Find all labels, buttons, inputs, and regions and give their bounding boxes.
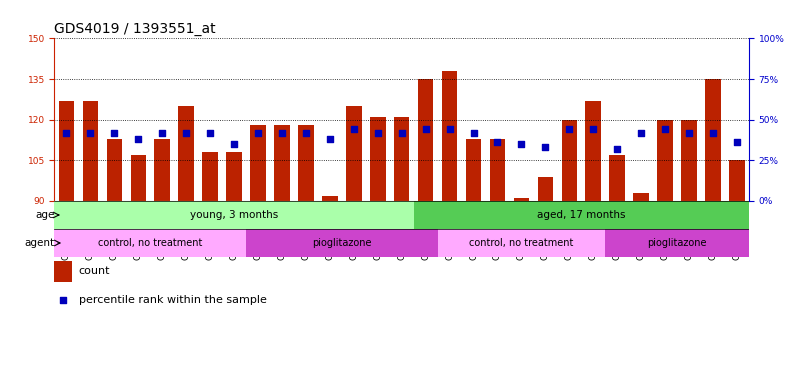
Bar [586,101,601,201]
Point [300,130,312,136]
Bar [606,229,749,257]
Bar [203,152,218,201]
Text: control, no treatment: control, no treatment [469,238,574,248]
Point [57,297,70,303]
Point [634,130,647,136]
Bar [155,139,170,201]
Bar [54,229,246,257]
Point [515,141,528,147]
Text: control, no treatment: control, no treatment [98,238,203,248]
Bar [322,195,338,201]
Text: agent: agent [24,238,54,248]
Bar [298,125,314,201]
Point [706,130,719,136]
Bar [489,139,505,201]
Point [179,130,192,136]
Point [108,130,121,136]
Point [539,144,552,151]
Bar [54,201,413,229]
Bar [274,125,290,201]
Bar [729,161,745,201]
Point [611,146,624,152]
Point [372,130,384,136]
Bar [250,125,266,201]
Bar [370,117,385,201]
Text: percentile rank within the sample: percentile rank within the sample [78,295,267,305]
Bar [442,71,457,201]
Point [227,141,240,147]
Bar [437,229,606,257]
Point [348,126,360,132]
Point [563,126,576,132]
Bar [131,155,146,201]
Bar [413,201,749,229]
Point [491,139,504,146]
Point [443,126,456,132]
Point [132,136,145,142]
Point [396,130,409,136]
Bar [58,101,74,201]
Bar [246,229,437,257]
Text: GDS4019 / 1393551_at: GDS4019 / 1393551_at [54,22,216,36]
Point [467,130,480,136]
Point [252,130,264,136]
Point [587,126,600,132]
Point [203,130,216,136]
Bar [394,117,409,201]
Point [731,139,743,146]
Text: aged, 17 months: aged, 17 months [537,210,626,220]
Bar [179,106,194,201]
Text: pioglitazone: pioglitazone [312,238,372,248]
Text: count: count [78,266,111,276]
Point [156,130,169,136]
Bar [54,261,72,282]
Point [682,130,695,136]
Point [324,136,336,142]
Bar [682,120,697,201]
Bar [107,139,122,201]
Bar [610,155,625,201]
Bar [658,120,673,201]
Bar [346,106,361,201]
Bar [634,193,649,201]
Point [276,130,288,136]
Bar [83,101,99,201]
Bar [705,79,721,201]
Point [419,126,432,132]
Point [84,130,97,136]
Bar [513,198,529,201]
Bar [418,79,433,201]
Bar [562,120,577,201]
Bar [537,177,553,201]
Text: pioglitazone: pioglitazone [647,238,706,248]
Bar [227,152,242,201]
Bar [465,139,481,201]
Text: young, 3 months: young, 3 months [190,210,278,220]
Point [60,130,73,136]
Point [658,126,671,132]
Text: age: age [35,210,54,220]
